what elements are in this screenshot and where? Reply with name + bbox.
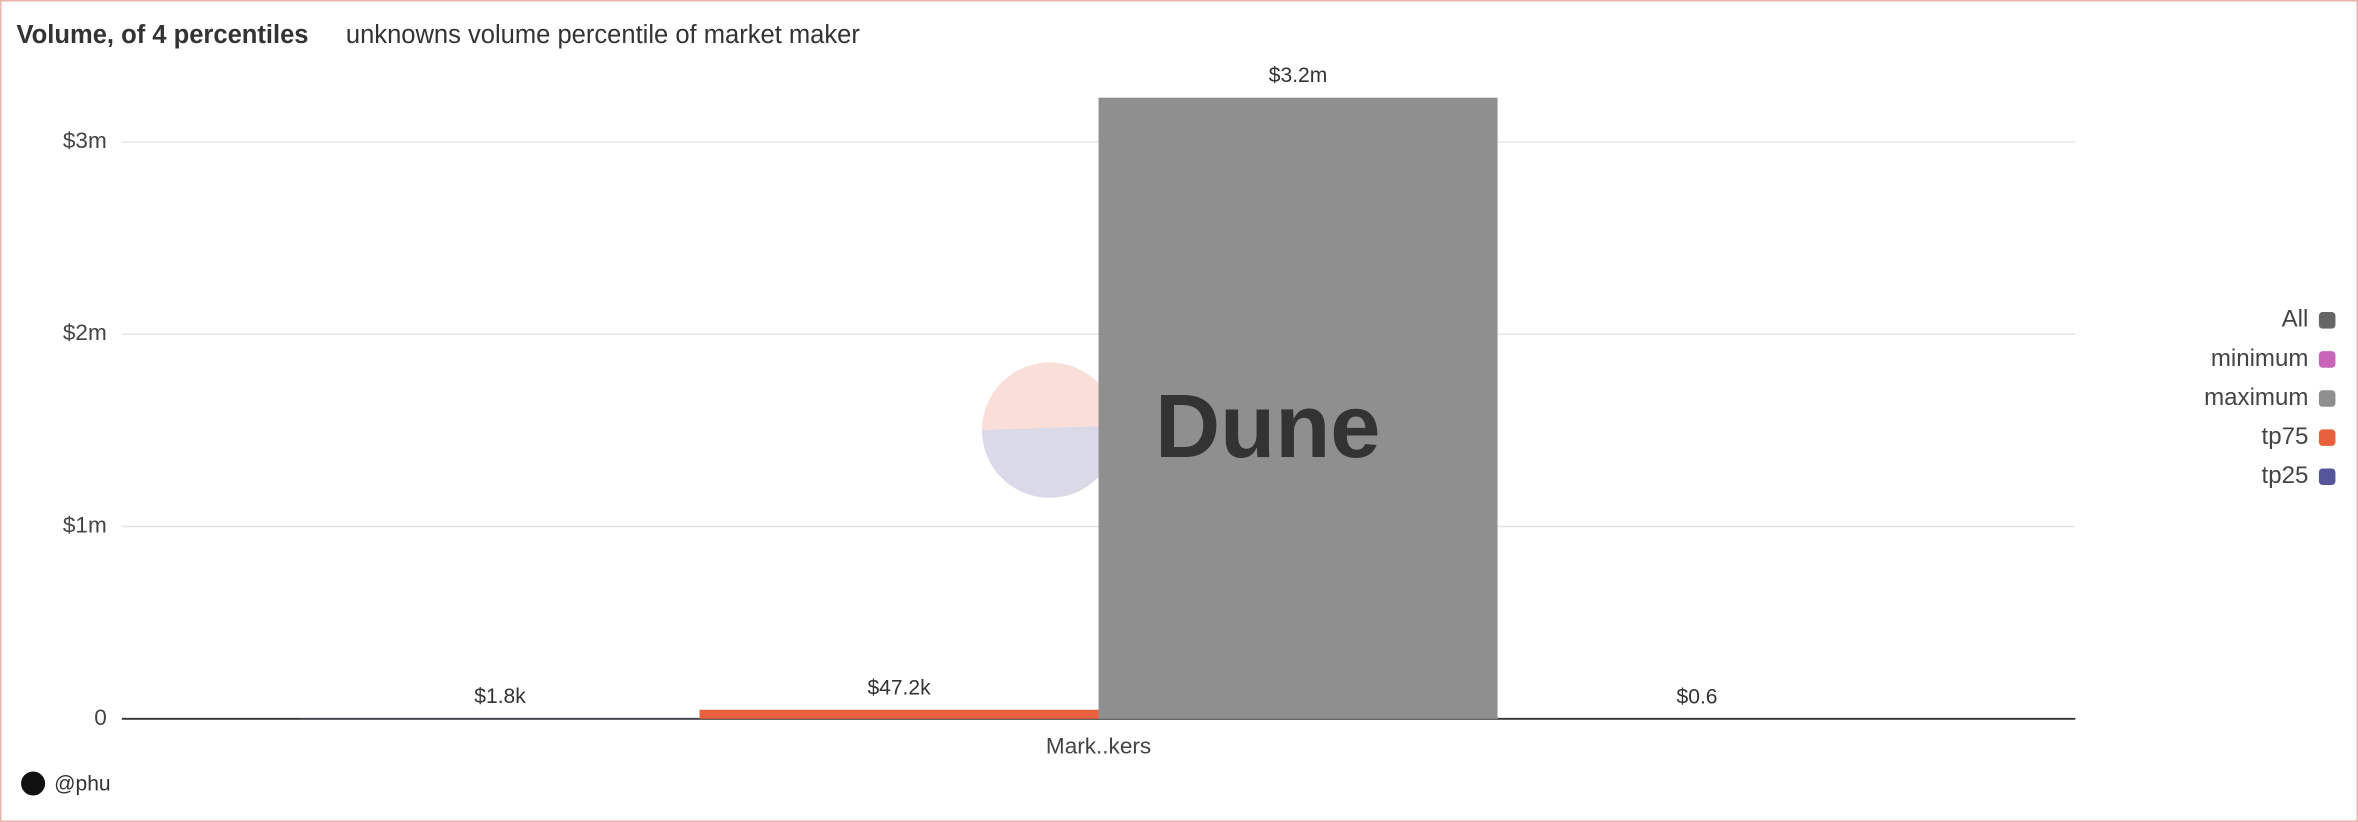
- bar: [699, 709, 1099, 719]
- y-tick-label: 0: [94, 705, 107, 730]
- legend-swatch: [2318, 390, 2336, 407]
- logo-segment: [981, 425, 1118, 498]
- watermark-logo: [981, 362, 1118, 498]
- y-tick-label: $3m: [63, 128, 107, 153]
- y-tick-label: $1m: [63, 512, 107, 537]
- legend-label: maximum: [2204, 384, 2308, 411]
- legend-swatch: [2318, 351, 2336, 368]
- legend-swatch: [2318, 468, 2336, 485]
- bar: [1098, 97, 1498, 719]
- legend-label: tp25: [2262, 462, 2309, 489]
- legend-swatch: [2318, 429, 2336, 446]
- y-tick-label: $2m: [63, 320, 107, 345]
- watermark-text: Dune: [1155, 376, 1381, 477]
- plot: 0 $1m $2m $3m Mark..kers $1.8k $47.2k $3.2m $0.6: [63, 64, 2076, 758]
- footer-text: @phu: [54, 773, 110, 796]
- value-label: $1.8k: [474, 685, 526, 708]
- value-label: $3.2m: [1269, 64, 1328, 87]
- footer-icon: [21, 771, 46, 796]
- value-label: $47.2k: [867, 676, 931, 699]
- legend-swatch: [2318, 312, 2336, 329]
- legend-label: tp75: [2262, 423, 2309, 450]
- chart-subtitle: unknowns volume percentile of market mak…: [346, 21, 860, 49]
- legend-label: minimum: [2211, 345, 2309, 372]
- chart-title: Volume, of 4 percentiles: [17, 21, 309, 49]
- value-label: $0.6: [1677, 685, 1718, 708]
- x-tick-label: Mark..kers: [1046, 733, 1151, 758]
- legend-label: All: [2282, 306, 2309, 333]
